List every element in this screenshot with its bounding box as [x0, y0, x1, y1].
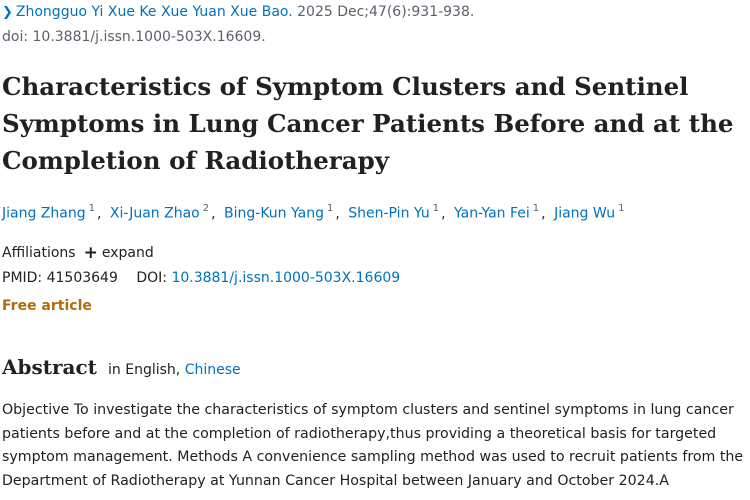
author-link[interactable]: Jiang Zhang [2, 205, 86, 222]
chevron-right-icon: ❯ [2, 5, 13, 20]
author-link[interactable]: Bing-Kun Yang [224, 205, 324, 222]
author-link[interactable]: Xi-Juan Zhao [109, 205, 200, 222]
citation-line: ❯ Zhongguo Yi Xue Ke Xue Yuan Xue Bao. 20… [2, 4, 474, 20]
citation-doi: doi: 10.3881/j.issn.1000-503X.16609. [2, 29, 266, 45]
pmid-label: PMID: [2, 270, 43, 286]
author-separator: , [541, 205, 546, 222]
identifiers-line: PMID: 41503649 DOI: 10.3881/j.issn.1000-… [2, 270, 400, 286]
free-article-badge: Free article [2, 298, 92, 314]
author-separator: , [441, 205, 446, 222]
affiliations-toggle[interactable]: Affiliations + expand [2, 242, 154, 263]
doi-label: DOI: [136, 270, 167, 286]
author-affiliation-number[interactable]: 1 [618, 203, 625, 214]
plus-icon[interactable]: + [83, 243, 98, 263]
author-affiliation-number[interactable]: 2 [202, 203, 210, 214]
expand-label[interactable]: expand [101, 245, 154, 261]
author-affiliation-number[interactable]: 1 [326, 203, 334, 214]
abstract-language: in English, Chinese [108, 362, 241, 378]
abstract-heading: Abstract [2, 355, 97, 379]
author-affiliation-number[interactable]: 1 [88, 203, 95, 214]
journal-link[interactable]: Zhongguo Yi Xue Ke Xue Yuan Xue Bao. [15, 4, 293, 20]
author-link[interactable]: Yan-Yan Fei [454, 205, 530, 222]
author-link[interactable]: Shen-Pin Yu [348, 205, 430, 222]
author-separator: , [211, 205, 216, 222]
abstract-header: Abstract in English, Chinese [2, 355, 241, 379]
affiliations-label: Affiliations [2, 245, 76, 261]
pmid-value: 41503649 [46, 270, 118, 286]
abstract-language-prefix: in English, [108, 362, 181, 378]
author-list: Jiang Zhang 1, Xi-Juan Zhao 2, Bing-Kun Ya… [2, 203, 625, 222]
doi-link[interactable]: 10.3881/j.issn.1000-503X.16609 [171, 270, 401, 286]
citation-date-pages: 2025 Dec;47(6):931-938. [297, 4, 475, 20]
abstract-text: Objective To investigate the characteris… [2, 402, 744, 489]
article-title: Characteristics of Symptom Clusters and … [2, 72, 734, 175]
author-separator: , [97, 205, 102, 222]
author-separator: , [335, 205, 340, 222]
author-affiliation-number[interactable]: 1 [532, 203, 540, 214]
chinese-abstract-link[interactable]: Chinese [184, 362, 241, 378]
author-link[interactable]: Jiang Wu [554, 205, 616, 222]
author-affiliation-number[interactable]: 1 [432, 203, 440, 214]
